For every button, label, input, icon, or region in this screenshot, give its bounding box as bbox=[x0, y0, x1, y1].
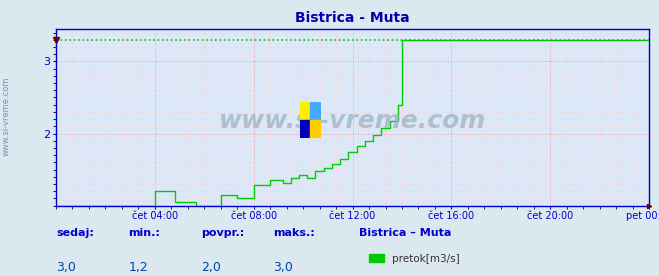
Text: min.:: min.: bbox=[129, 228, 160, 238]
Text: 3,0: 3,0 bbox=[56, 261, 76, 274]
Bar bbox=[310, 102, 321, 120]
Text: sedaj:: sedaj: bbox=[56, 228, 94, 238]
Text: 3,0: 3,0 bbox=[273, 261, 293, 274]
Text: www.si-vreme.com: www.si-vreme.com bbox=[219, 109, 486, 133]
Text: Bistrica – Muta: Bistrica – Muta bbox=[359, 228, 451, 238]
Text: povpr.:: povpr.: bbox=[201, 228, 244, 238]
Text: 1,2: 1,2 bbox=[129, 261, 148, 274]
Bar bbox=[310, 120, 321, 138]
Title: Bistrica - Muta: Bistrica - Muta bbox=[295, 11, 410, 25]
Bar bbox=[300, 102, 310, 120]
Text: maks.:: maks.: bbox=[273, 228, 315, 238]
Bar bbox=[300, 120, 310, 138]
Text: 2,0: 2,0 bbox=[201, 261, 221, 274]
Legend: pretok[m3/s]: pretok[m3/s] bbox=[364, 250, 465, 268]
Text: www.si-vreme.com: www.si-vreme.com bbox=[2, 76, 11, 156]
